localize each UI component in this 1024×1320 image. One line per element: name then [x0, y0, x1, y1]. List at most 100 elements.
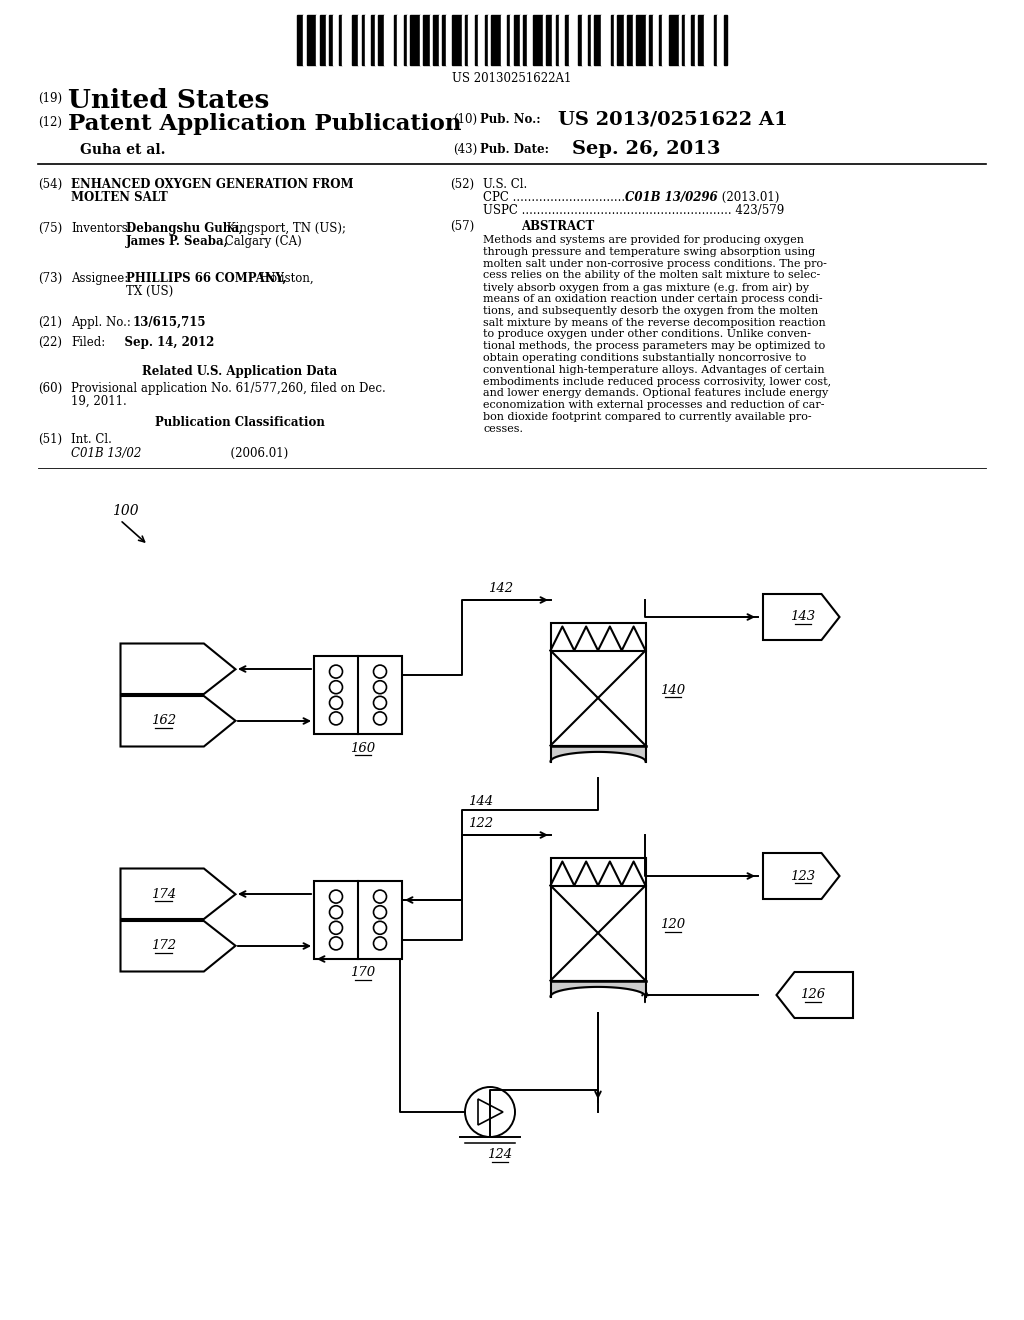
- Text: molten salt under non-corrosive process conditions. The pro-: molten salt under non-corrosive process …: [483, 259, 826, 268]
- Text: Houston,: Houston,: [256, 272, 313, 285]
- Text: Methods and systems are provided for producing oxygen: Methods and systems are provided for pro…: [483, 235, 804, 246]
- Text: and lower energy demands. Optional features include energy: and lower energy demands. Optional featu…: [483, 388, 828, 399]
- Bar: [307, 15, 316, 65]
- Bar: [551, 623, 645, 746]
- Bar: [682, 15, 685, 65]
- Bar: [601, 15, 610, 65]
- Bar: [484, 15, 487, 65]
- Bar: [591, 15, 595, 65]
- Bar: [627, 15, 633, 65]
- Text: MOLTEN SALT: MOLTEN SALT: [71, 191, 168, 205]
- Bar: [326, 15, 330, 65]
- Text: TX (US): TX (US): [126, 285, 173, 298]
- Bar: [453, 15, 462, 65]
- Text: (21): (21): [38, 315, 62, 329]
- Text: Pub. Date:: Pub. Date:: [480, 143, 549, 156]
- Text: James P. Seaba,: James P. Seaba,: [126, 235, 228, 248]
- Bar: [523, 15, 526, 65]
- Text: 120: 120: [660, 919, 685, 932]
- Bar: [429, 15, 433, 65]
- Bar: [297, 15, 303, 65]
- Text: Pub. No.:: Pub. No.:: [480, 114, 541, 125]
- Bar: [514, 15, 520, 65]
- Bar: [394, 15, 397, 65]
- Bar: [478, 15, 484, 65]
- Bar: [526, 15, 534, 65]
- Text: Assignee:: Assignee:: [71, 272, 128, 285]
- Bar: [333, 15, 339, 65]
- Text: cesses.: cesses.: [483, 424, 523, 434]
- Text: (75): (75): [38, 222, 62, 235]
- Text: (12): (12): [38, 116, 62, 129]
- Text: conventional high-temperature alloys. Advantages of certain: conventional high-temperature alloys. Ad…: [483, 364, 824, 375]
- Text: (2006.01): (2006.01): [178, 447, 288, 459]
- Text: 126: 126: [801, 989, 825, 1002]
- Bar: [679, 15, 682, 65]
- Text: (22): (22): [38, 337, 62, 348]
- Bar: [423, 15, 429, 65]
- Bar: [714, 15, 717, 65]
- Text: 19, 2011.: 19, 2011.: [71, 395, 127, 408]
- Text: (73): (73): [38, 272, 62, 285]
- Bar: [490, 15, 501, 65]
- Bar: [330, 15, 333, 65]
- Text: ABSTRACT: ABSTRACT: [521, 220, 595, 234]
- Text: Guha et al.: Guha et al.: [80, 143, 166, 157]
- Bar: [375, 15, 378, 65]
- Text: (2013.01): (2013.01): [718, 191, 779, 205]
- Bar: [445, 15, 453, 65]
- Text: CPC ................................: CPC ................................: [483, 191, 633, 205]
- Text: C01B 13/02: C01B 13/02: [71, 447, 141, 459]
- Text: Kingsport, TN (US);: Kingsport, TN (US);: [223, 222, 346, 235]
- Bar: [411, 15, 420, 65]
- Text: Sep. 26, 2013: Sep. 26, 2013: [572, 140, 721, 158]
- Text: United States: United States: [68, 88, 269, 114]
- Bar: [694, 15, 698, 65]
- Text: obtain operating conditions substantially noncorrosive to: obtain operating conditions substantiall…: [483, 352, 806, 363]
- Bar: [365, 15, 372, 65]
- Bar: [534, 15, 543, 65]
- Text: USPC ........................................................ 423/579: USPC ...................................…: [483, 205, 784, 216]
- Text: 143: 143: [791, 610, 815, 623]
- Bar: [582, 15, 588, 65]
- Text: US 20130251622A1: US 20130251622A1: [453, 73, 571, 84]
- Bar: [439, 15, 442, 65]
- Bar: [319, 15, 326, 65]
- Text: means of an oxidation reaction under certain process condi-: means of an oxidation reaction under cer…: [483, 294, 822, 304]
- Text: 160: 160: [350, 742, 376, 755]
- Bar: [669, 15, 679, 65]
- Text: 100: 100: [112, 504, 138, 517]
- Bar: [352, 15, 358, 65]
- Text: (57): (57): [450, 220, 474, 234]
- Bar: [652, 15, 659, 65]
- Text: (54): (54): [38, 178, 62, 191]
- Bar: [465, 15, 468, 65]
- Text: 140: 140: [660, 684, 685, 697]
- Bar: [384, 15, 394, 65]
- Bar: [595, 15, 601, 65]
- Text: 122: 122: [468, 817, 494, 830]
- Bar: [372, 15, 375, 65]
- Bar: [303, 15, 307, 65]
- Text: (19): (19): [38, 92, 62, 106]
- Bar: [487, 15, 490, 65]
- Text: to produce oxygen under other conditions. Unlike conven-: to produce oxygen under other conditions…: [483, 330, 811, 339]
- Bar: [468, 15, 475, 65]
- Bar: [624, 15, 627, 65]
- Bar: [556, 15, 559, 65]
- Text: Inventors:: Inventors:: [71, 222, 132, 235]
- Bar: [685, 15, 691, 65]
- Bar: [501, 15, 507, 65]
- Bar: [663, 15, 669, 65]
- Text: Related U.S. Application Data: Related U.S. Application Data: [142, 366, 338, 378]
- Text: 174: 174: [152, 888, 176, 900]
- Bar: [646, 15, 649, 65]
- Text: (10): (10): [453, 114, 477, 125]
- Text: 170: 170: [350, 966, 376, 979]
- Bar: [407, 15, 411, 65]
- Bar: [559, 15, 565, 65]
- Bar: [552, 15, 556, 65]
- Text: tional methods, the process parameters may be optimized to: tional methods, the process parameters m…: [483, 341, 825, 351]
- Bar: [433, 15, 439, 65]
- Bar: [568, 15, 579, 65]
